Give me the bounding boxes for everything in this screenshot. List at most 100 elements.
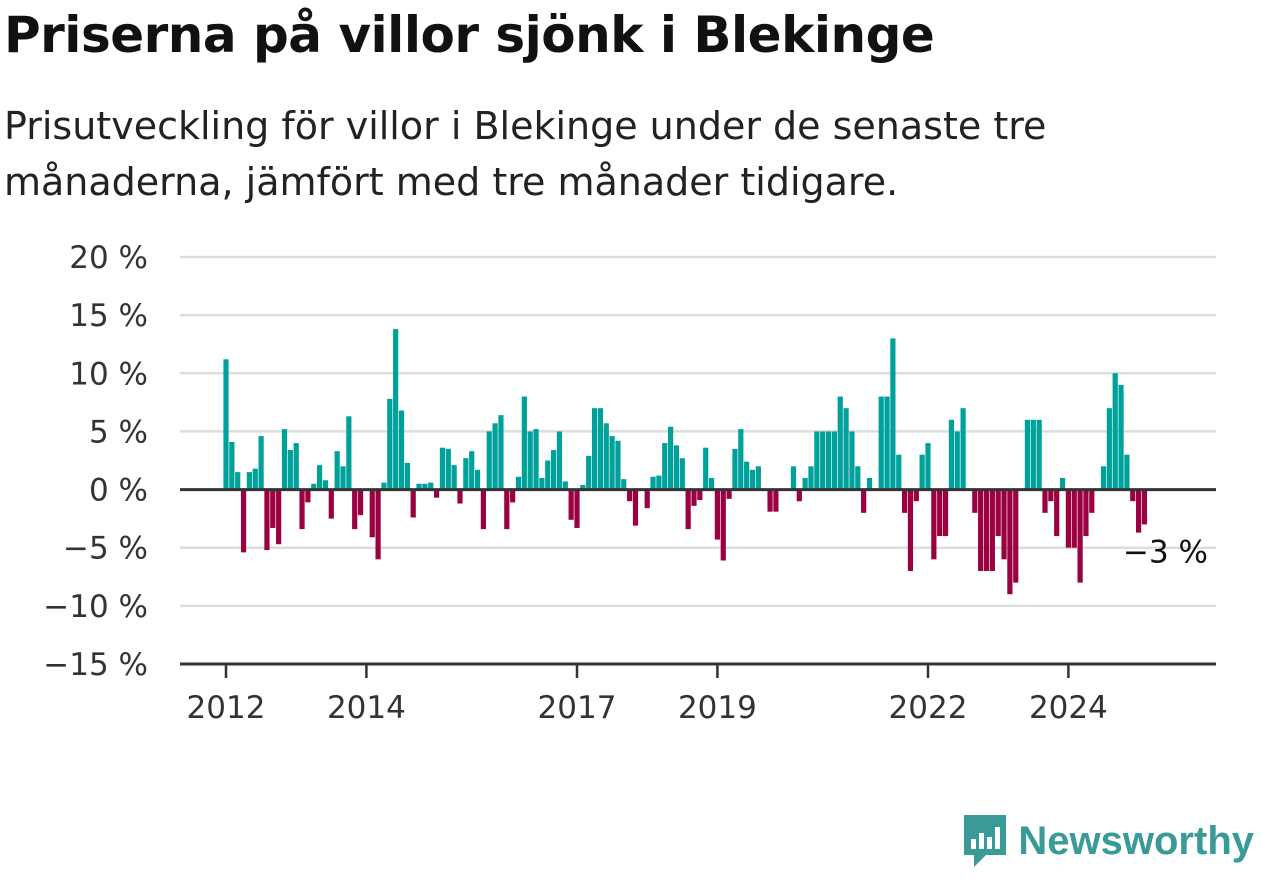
bar [521, 396, 527, 490]
bar [650, 476, 656, 490]
grid-lines [180, 255, 1216, 608]
y-tick-label: 0 % [89, 473, 148, 509]
bar [1100, 466, 1107, 490]
bar [937, 489, 943, 537]
bar [1042, 489, 1048, 513]
bar [767, 489, 773, 512]
bar [264, 489, 270, 551]
bar [983, 489, 990, 571]
newsworthy-logo-icon [964, 815, 1007, 867]
x-tick-label: 2012 [187, 690, 266, 726]
y-tick-label: 15 % [69, 298, 148, 334]
y-axis-ticks: 20 % 15 % 10 % 5 % 0 % −5 % −10 % −15 % [43, 240, 148, 683]
bar [469, 451, 475, 490]
bar [866, 477, 873, 490]
bar [439, 447, 446, 490]
bar [685, 489, 691, 530]
bar [849, 431, 855, 490]
bar [1071, 489, 1077, 548]
bar [1118, 384, 1124, 490]
bar [369, 489, 375, 538]
x-tick-label: 2017 [538, 690, 617, 726]
bar [995, 489, 1001, 537]
bar [1048, 489, 1054, 502]
bar [749, 469, 756, 490]
bar [632, 489, 639, 526]
y-tick-label: 20 % [69, 240, 148, 276]
bar [252, 468, 258, 490]
bar [1112, 373, 1118, 490]
bar [1089, 489, 1095, 513]
newsworthy-logo: Newsworthy [960, 811, 1254, 871]
bar [457, 489, 463, 504]
bar [668, 426, 674, 490]
y-tick-label: −5 % [63, 531, 148, 567]
bar [942, 489, 949, 537]
brand-name: Newsworthy [1018, 818, 1254, 863]
bar [1124, 454, 1130, 490]
bar [808, 466, 814, 490]
bar [1106, 408, 1112, 490]
bar [480, 489, 486, 530]
x-axis-ticks: 2012 2014 2017 2019 2022 2024 [187, 664, 1108, 726]
bar [954, 431, 960, 490]
bar [744, 461, 750, 490]
bar [907, 489, 914, 571]
bar [948, 419, 954, 490]
bar [814, 431, 820, 490]
bar [831, 431, 837, 490]
bar [357, 489, 364, 516]
bar [398, 410, 405, 490]
bar [504, 489, 510, 530]
bar [796, 489, 802, 502]
bar [258, 436, 264, 490]
bar [644, 489, 650, 509]
bar [679, 458, 685, 490]
bar [855, 466, 861, 490]
bar [820, 431, 826, 490]
bar [580, 484, 586, 490]
bar [445, 448, 451, 490]
bar [463, 458, 469, 490]
bar [1141, 489, 1148, 525]
bar [896, 454, 902, 490]
bar-chart: 20 %15 %10 %5 %0 %−5 %−10 %−15 % 2012 201… [43, 240, 1216, 726]
bar [902, 489, 908, 513]
bar [790, 466, 797, 490]
bar [375, 489, 381, 560]
bar [884, 396, 890, 490]
x-tick-label: 2014 [327, 690, 406, 726]
bar [568, 489, 574, 520]
bar [434, 489, 440, 498]
chart-title: Priserna på villor sjönk i Blekinge [4, 6, 935, 64]
bar [697, 489, 703, 501]
bar [293, 443, 299, 490]
bar [1024, 419, 1031, 490]
bar [720, 489, 726, 561]
bar [726, 489, 732, 499]
bar [843, 408, 849, 490]
bar [919, 454, 925, 490]
bar [416, 483, 422, 490]
bar [1059, 477, 1066, 490]
bar [1136, 489, 1142, 533]
bar [515, 476, 522, 490]
bar [551, 450, 557, 490]
bar [732, 448, 738, 490]
bar [662, 443, 668, 490]
bar [691, 489, 697, 506]
bar [972, 489, 978, 513]
bar [1130, 489, 1136, 502]
bar [299, 489, 305, 530]
bar [861, 489, 867, 513]
bar [878, 396, 884, 490]
bar [591, 408, 598, 490]
bar [410, 489, 416, 518]
bar [533, 429, 539, 490]
x-tick-label: 2019 [678, 690, 757, 726]
bar [556, 431, 563, 490]
bar [240, 489, 247, 553]
bar [708, 477, 715, 490]
bar [931, 489, 937, 560]
bar [890, 338, 896, 490]
